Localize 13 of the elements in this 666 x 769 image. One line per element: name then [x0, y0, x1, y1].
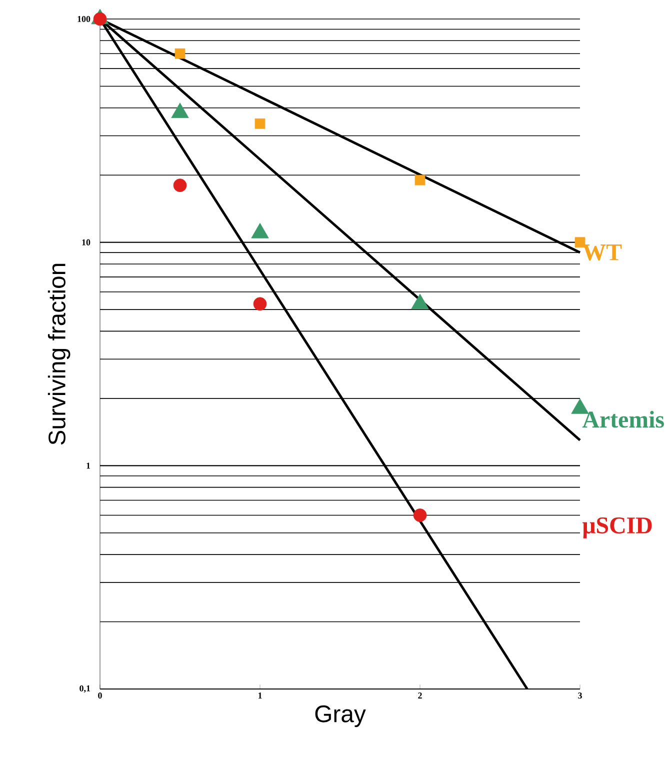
y-tick-label: 10	[82, 239, 90, 246]
y-tick-label: 100	[78, 16, 90, 22]
x-axis-title: Gray	[315, 705, 366, 728]
text: μSCID	[582, 517, 652, 538]
x-tick-label: 2	[418, 692, 422, 698]
y-axis-title: Surviving fraction	[48, 264, 70, 445]
y-tick-label: 1	[86, 462, 90, 469]
x-tick-label: 0	[98, 692, 102, 699]
series-label: Artemis	[582, 410, 664, 428]
y-tick-label: 0,1	[79, 685, 90, 693]
x-tick-label: 3	[578, 692, 582, 699]
x-tick-label: 1	[258, 692, 262, 698]
series-label: WT	[582, 244, 622, 261]
